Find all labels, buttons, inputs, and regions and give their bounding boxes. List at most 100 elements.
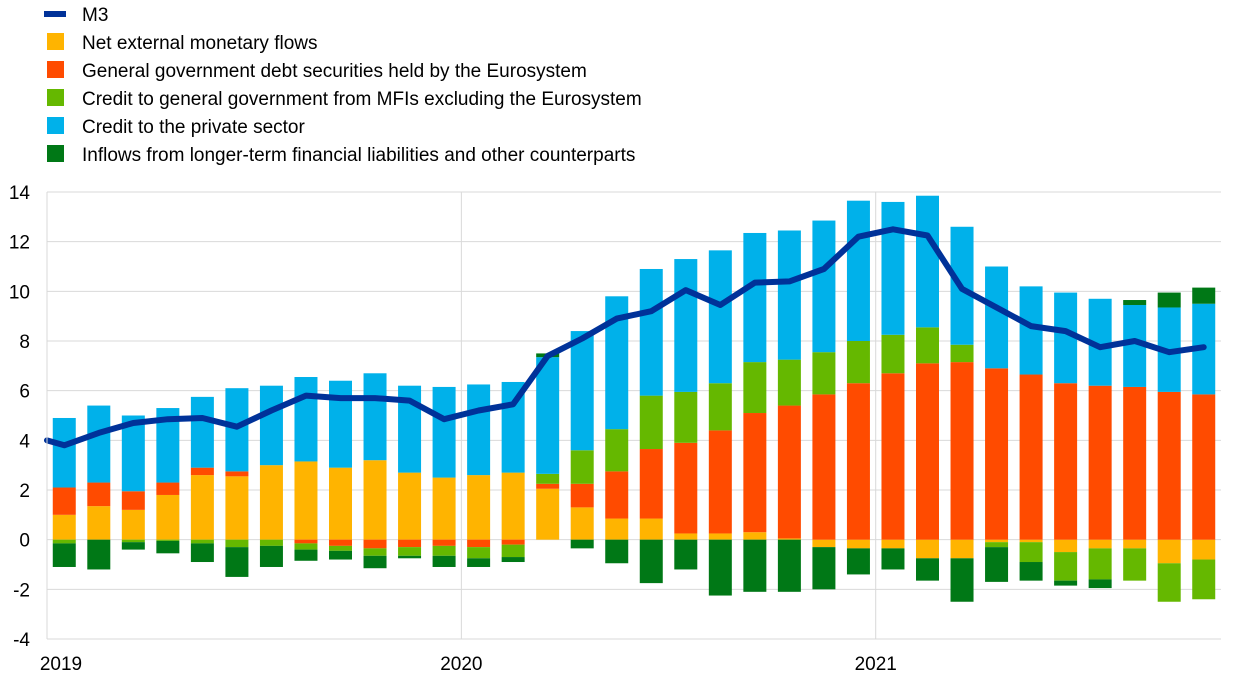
bar-segment-s4-23: [846, 548, 870, 575]
bar-segment-s1-30: [1088, 385, 1112, 540]
bar-segment-s0-6: [259, 465, 283, 540]
bar-segment-s2-0: [52, 539, 76, 544]
bar-segment-s3-21: [777, 230, 801, 360]
bar-segment-s3-16: [605, 296, 629, 430]
bar-segment-s1-18: [674, 442, 698, 534]
bar-segment-s1-4: [190, 467, 214, 476]
y-tick-label: 4: [19, 431, 30, 452]
legend-swatch-general-government-debt-securities-held-by-the-eurosystem: [47, 61, 64, 78]
bar-segment-s1-8: [329, 539, 352, 546]
bar-segment-s3-18: [674, 259, 698, 392]
bar-segment-s1-33: [1192, 394, 1216, 540]
bar-segment-s0-13: [501, 472, 525, 540]
bar-segment-s0-9: [363, 460, 387, 540]
bar-segment-s1-1: [87, 482, 111, 507]
bar-segment-s3-8: [329, 380, 352, 468]
bar-segment-s2-29: [1054, 552, 1078, 581]
bar-segment-s1-10: [398, 539, 422, 548]
bar-segment-s4-9: [363, 555, 387, 569]
bar-segment-s1-3: [156, 482, 180, 495]
y-tick-label: -2: [13, 580, 30, 601]
bar-segment-s0-0: [52, 514, 76, 540]
bar-segment-s3-22: [812, 220, 836, 353]
bar-segment-s1-31: [1123, 386, 1147, 540]
bar-segment-s0-1: [87, 506, 111, 540]
y-tick-label: 2: [19, 481, 30, 502]
legend-swatch-credit-to-the-private-sector: [47, 117, 64, 134]
bar-segment-s2-22: [812, 352, 836, 395]
bar-segment-s4-22: [812, 547, 836, 590]
bar-segment-s0-24: [881, 539, 905, 549]
bar-segment-s4-6: [259, 545, 283, 567]
bar-segment-s1-14: [536, 483, 560, 489]
bar-segment-s4-7: [294, 549, 318, 561]
y-tick-label: 14: [9, 183, 31, 204]
x-tick-label-2019: 2019: [40, 654, 82, 675]
y-tick-label: 6: [19, 382, 30, 403]
bar-segment-s2-5: [225, 539, 249, 548]
bar-segment-s1-24: [881, 373, 905, 540]
bar-segment-s4-3: [156, 540, 180, 554]
bar-segment-s2-10: [398, 547, 422, 556]
bar-segment-s0-16: [605, 518, 629, 540]
bar-segment-s0-7: [294, 461, 318, 540]
bar-segment-s0-8: [329, 467, 352, 540]
bar-segment-s2-31: [1123, 548, 1147, 581]
bar-segment-s1-28: [1019, 374, 1043, 540]
bar-segment-s2-2: [121, 539, 145, 543]
bar-segment-s3-12: [467, 384, 491, 476]
bar-segment-s4-19: [708, 539, 732, 596]
bar-segment-s2-11: [432, 545, 456, 556]
bar-segment-s0-4: [190, 475, 214, 540]
bar-segment-s1-11: [432, 539, 456, 546]
bar-segment-s4-20: [743, 539, 767, 592]
m3-line-layer: [44, 226, 1207, 449]
bar-segment-s4-32: [1157, 292, 1181, 308]
bar-segment-s0-30: [1088, 539, 1112, 549]
bar-segment-s1-5: [225, 471, 249, 477]
bar-segment-s4-24: [881, 548, 905, 570]
bar-segment-s4-16: [605, 539, 629, 564]
bar-segment-s4-13: [501, 557, 525, 563]
bar-segment-s4-8: [329, 550, 352, 560]
y-tick-label: 8: [19, 332, 30, 353]
bar-segment-s2-27: [985, 542, 1009, 548]
bar-segment-s4-21: [777, 539, 801, 592]
bar-segment-s1-20: [743, 413, 767, 533]
bar-segment-s0-22: [812, 539, 836, 548]
bar-segment-s2-24: [881, 334, 905, 374]
bar-segment-s0-23: [846, 539, 870, 549]
bar-segment-s3-24: [881, 201, 905, 335]
bar-segment-s4-33: [1192, 287, 1216, 304]
bar-segment-s4-25: [916, 558, 939, 581]
bar-segment-s4-12: [467, 558, 491, 567]
x-tick-label-2020: 2020: [440, 654, 482, 675]
bar-segment-s1-16: [605, 471, 629, 519]
bar-segment-s2-3: [156, 539, 180, 541]
legend-label-m3: M3: [82, 5, 108, 26]
bar-segment-s2-18: [674, 391, 698, 443]
bar-segment-s0-29: [1054, 539, 1078, 553]
bar-segment-s3-10: [398, 385, 422, 473]
bar-segment-s1-26: [950, 362, 974, 540]
m3-line: [44, 226, 1207, 449]
bar-segment-s3-11: [432, 386, 456, 478]
bar-segment-s2-6: [259, 539, 283, 546]
bar-segment-s4-2: [121, 542, 145, 550]
bar-segment-s4-1: [87, 539, 111, 570]
bar-segment-s1-13: [501, 539, 525, 545]
bar-segment-s0-27: [985, 539, 1009, 543]
bars: [52, 195, 1216, 602]
bar-segment-s1-15: [570, 483, 594, 508]
bar-segment-s1-9: [363, 539, 387, 549]
bar-segment-s3-1: [87, 405, 111, 483]
bar-segment-s3-15: [570, 331, 594, 451]
bar-segment-s3-17: [639, 268, 663, 396]
bar-segment-s2-14: [536, 473, 560, 484]
bar-segment-s0-21: [777, 538, 801, 540]
bar-segment-s0-18: [674, 533, 698, 540]
bar-segment-s2-19: [708, 383, 732, 431]
y-tick-label: 10: [9, 282, 30, 303]
legend-label-general-government-debt-securities-held-by-the-eurosystem: General government debt securities held …: [82, 61, 587, 82]
